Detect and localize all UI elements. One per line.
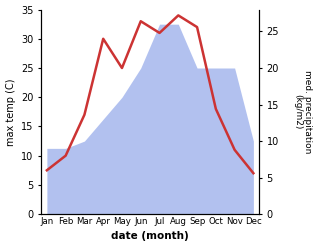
Y-axis label: med. precipitation
(kg/m2): med. precipitation (kg/m2)	[293, 70, 313, 154]
X-axis label: date (month): date (month)	[111, 231, 189, 242]
Y-axis label: max temp (C): max temp (C)	[5, 78, 16, 145]
